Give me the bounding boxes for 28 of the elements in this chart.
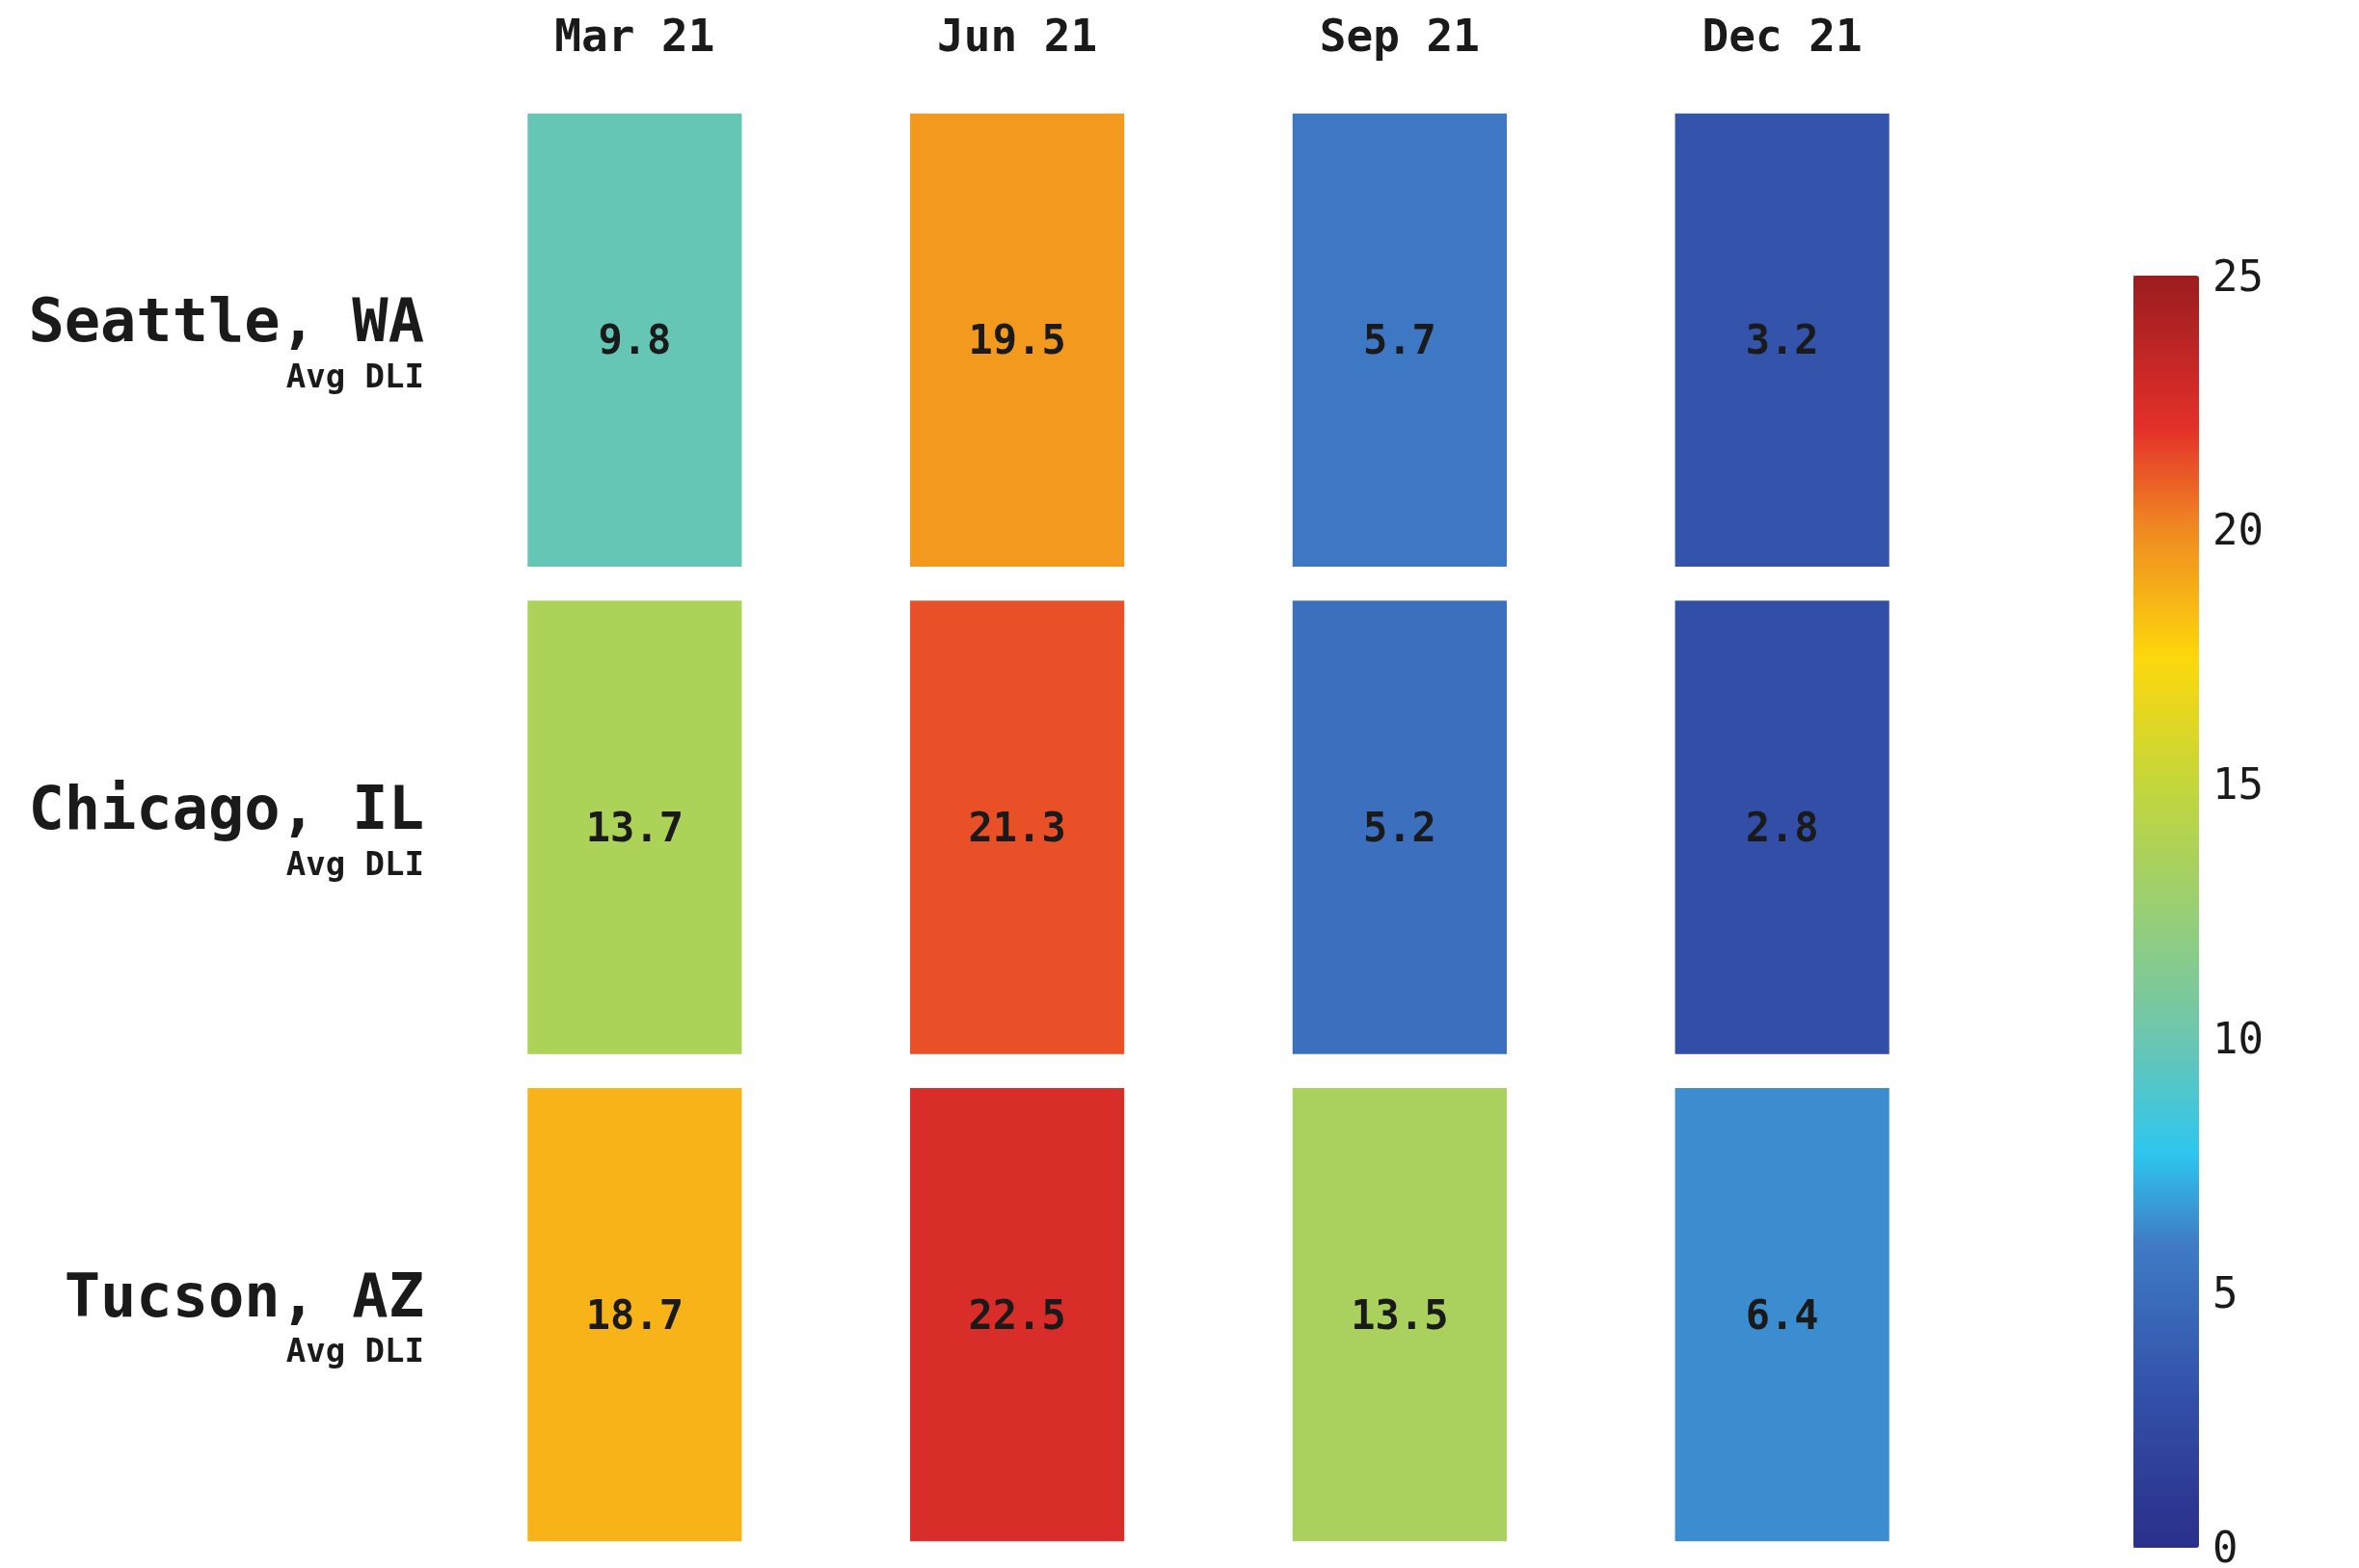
data-label: 21.3: [968, 804, 1066, 851]
y-tick-label: Chicago, IL: [28, 773, 424, 843]
color-bar-label: 25: [2212, 251, 2264, 301]
x-tick-label: Sep 21: [1319, 10, 1480, 62]
text: Avg DLI: [285, 843, 424, 883]
data-label: 3.2: [1745, 316, 1819, 364]
x-tick-label: Dec 21: [1702, 10, 1863, 62]
text: Avg DLI: [285, 1331, 424, 1370]
data-label: 19.5: [968, 316, 1066, 364]
y-tick-label: Tucson, AZ: [64, 1260, 424, 1331]
data-label: 5.2: [1362, 804, 1436, 851]
data-label: 9.8: [598, 316, 672, 364]
x-tick-label: Mar 21: [554, 10, 715, 62]
x-tick-label: Jun 21: [937, 10, 1098, 62]
data-label: 5.7: [1362, 316, 1436, 364]
color-bar-label: 10: [2212, 1013, 2264, 1063]
data-label: 18.7: [585, 1290, 684, 1339]
data-label: 2.8: [1745, 804, 1819, 851]
y-tick-label: Seattle, WA: [28, 285, 424, 357]
data-label: 13.5: [1351, 1290, 1449, 1339]
color-bar-label: 0: [2212, 1522, 2238, 1568]
color-bar-label: 5: [2212, 1267, 2238, 1317]
data-label: 6.4: [1745, 1290, 1819, 1339]
data-label: 22.5: [968, 1290, 1066, 1339]
color-bar-label: 20: [2212, 505, 2264, 555]
data-label: 13.7: [585, 804, 684, 851]
color-bar-label: 15: [2212, 759, 2264, 810]
text: Avg DLI: [285, 356, 424, 395]
